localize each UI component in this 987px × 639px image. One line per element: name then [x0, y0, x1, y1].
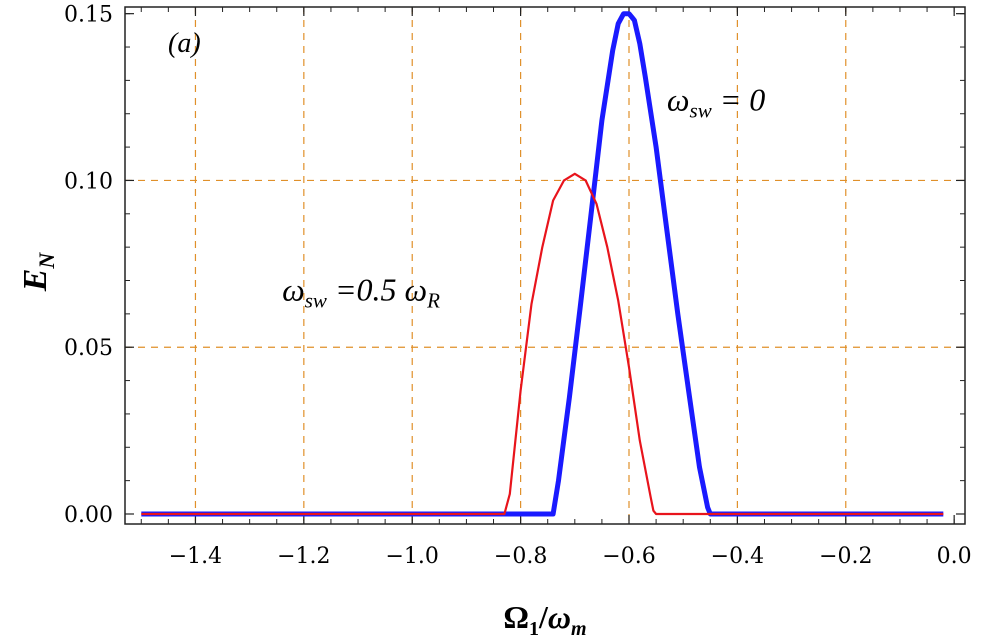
x-tick-label: −0.8: [494, 544, 547, 569]
x-axis-label-main-sub: 1: [529, 618, 539, 639]
series-line-0: [141, 11, 944, 517]
x-axis-label-sep: /: [538, 599, 549, 635]
y-axis-label-main: E: [17, 269, 54, 293]
y-axis-label: EN: [17, 252, 59, 293]
series-group: [141, 11, 944, 517]
series-annotation-0: ωsw = 0: [667, 81, 765, 122]
panel-label: (a): [168, 28, 201, 59]
x-axis-label: Ω1/ωm: [503, 599, 586, 639]
series-line-1: [141, 172, 944, 516]
x-tick-label: −0.2: [819, 544, 872, 569]
x-tick-label: −1.0: [386, 544, 439, 569]
y-tick-label: 0.10: [64, 169, 113, 194]
x-tick-label: −1.4: [169, 544, 222, 569]
y-axis-label-sub: N: [34, 252, 59, 270]
x-tick-label: 0.0: [937, 544, 972, 569]
x-tick-label: −1.2: [277, 544, 330, 569]
y-tick-label: 0.00: [64, 503, 113, 528]
grid: [125, 7, 965, 524]
y-tick-label: 0.15: [64, 3, 113, 28]
plot-frame: [124, 6, 966, 525]
x-axis-label-main: Ω: [503, 599, 529, 635]
x-tick-label: −0.6: [602, 544, 655, 569]
x-axis-label-denom: ω: [548, 599, 571, 635]
x-axis-label-denom-sub: m: [571, 618, 587, 639]
x-tick-label: −0.4: [711, 544, 764, 569]
annotations: ωsw = 0 ωsw =0.5 ωR: [282, 81, 765, 312]
series-annotation-1: ωsw =0.5 ωR: [282, 272, 440, 313]
axis-ticks: −1.4 −1.2 −1.0 −0.8 −0.6 −0.4 −0.2 0.0 0.00 0.05 0…: [64, 3, 972, 569]
y-tick-label: 0.05: [64, 336, 113, 361]
